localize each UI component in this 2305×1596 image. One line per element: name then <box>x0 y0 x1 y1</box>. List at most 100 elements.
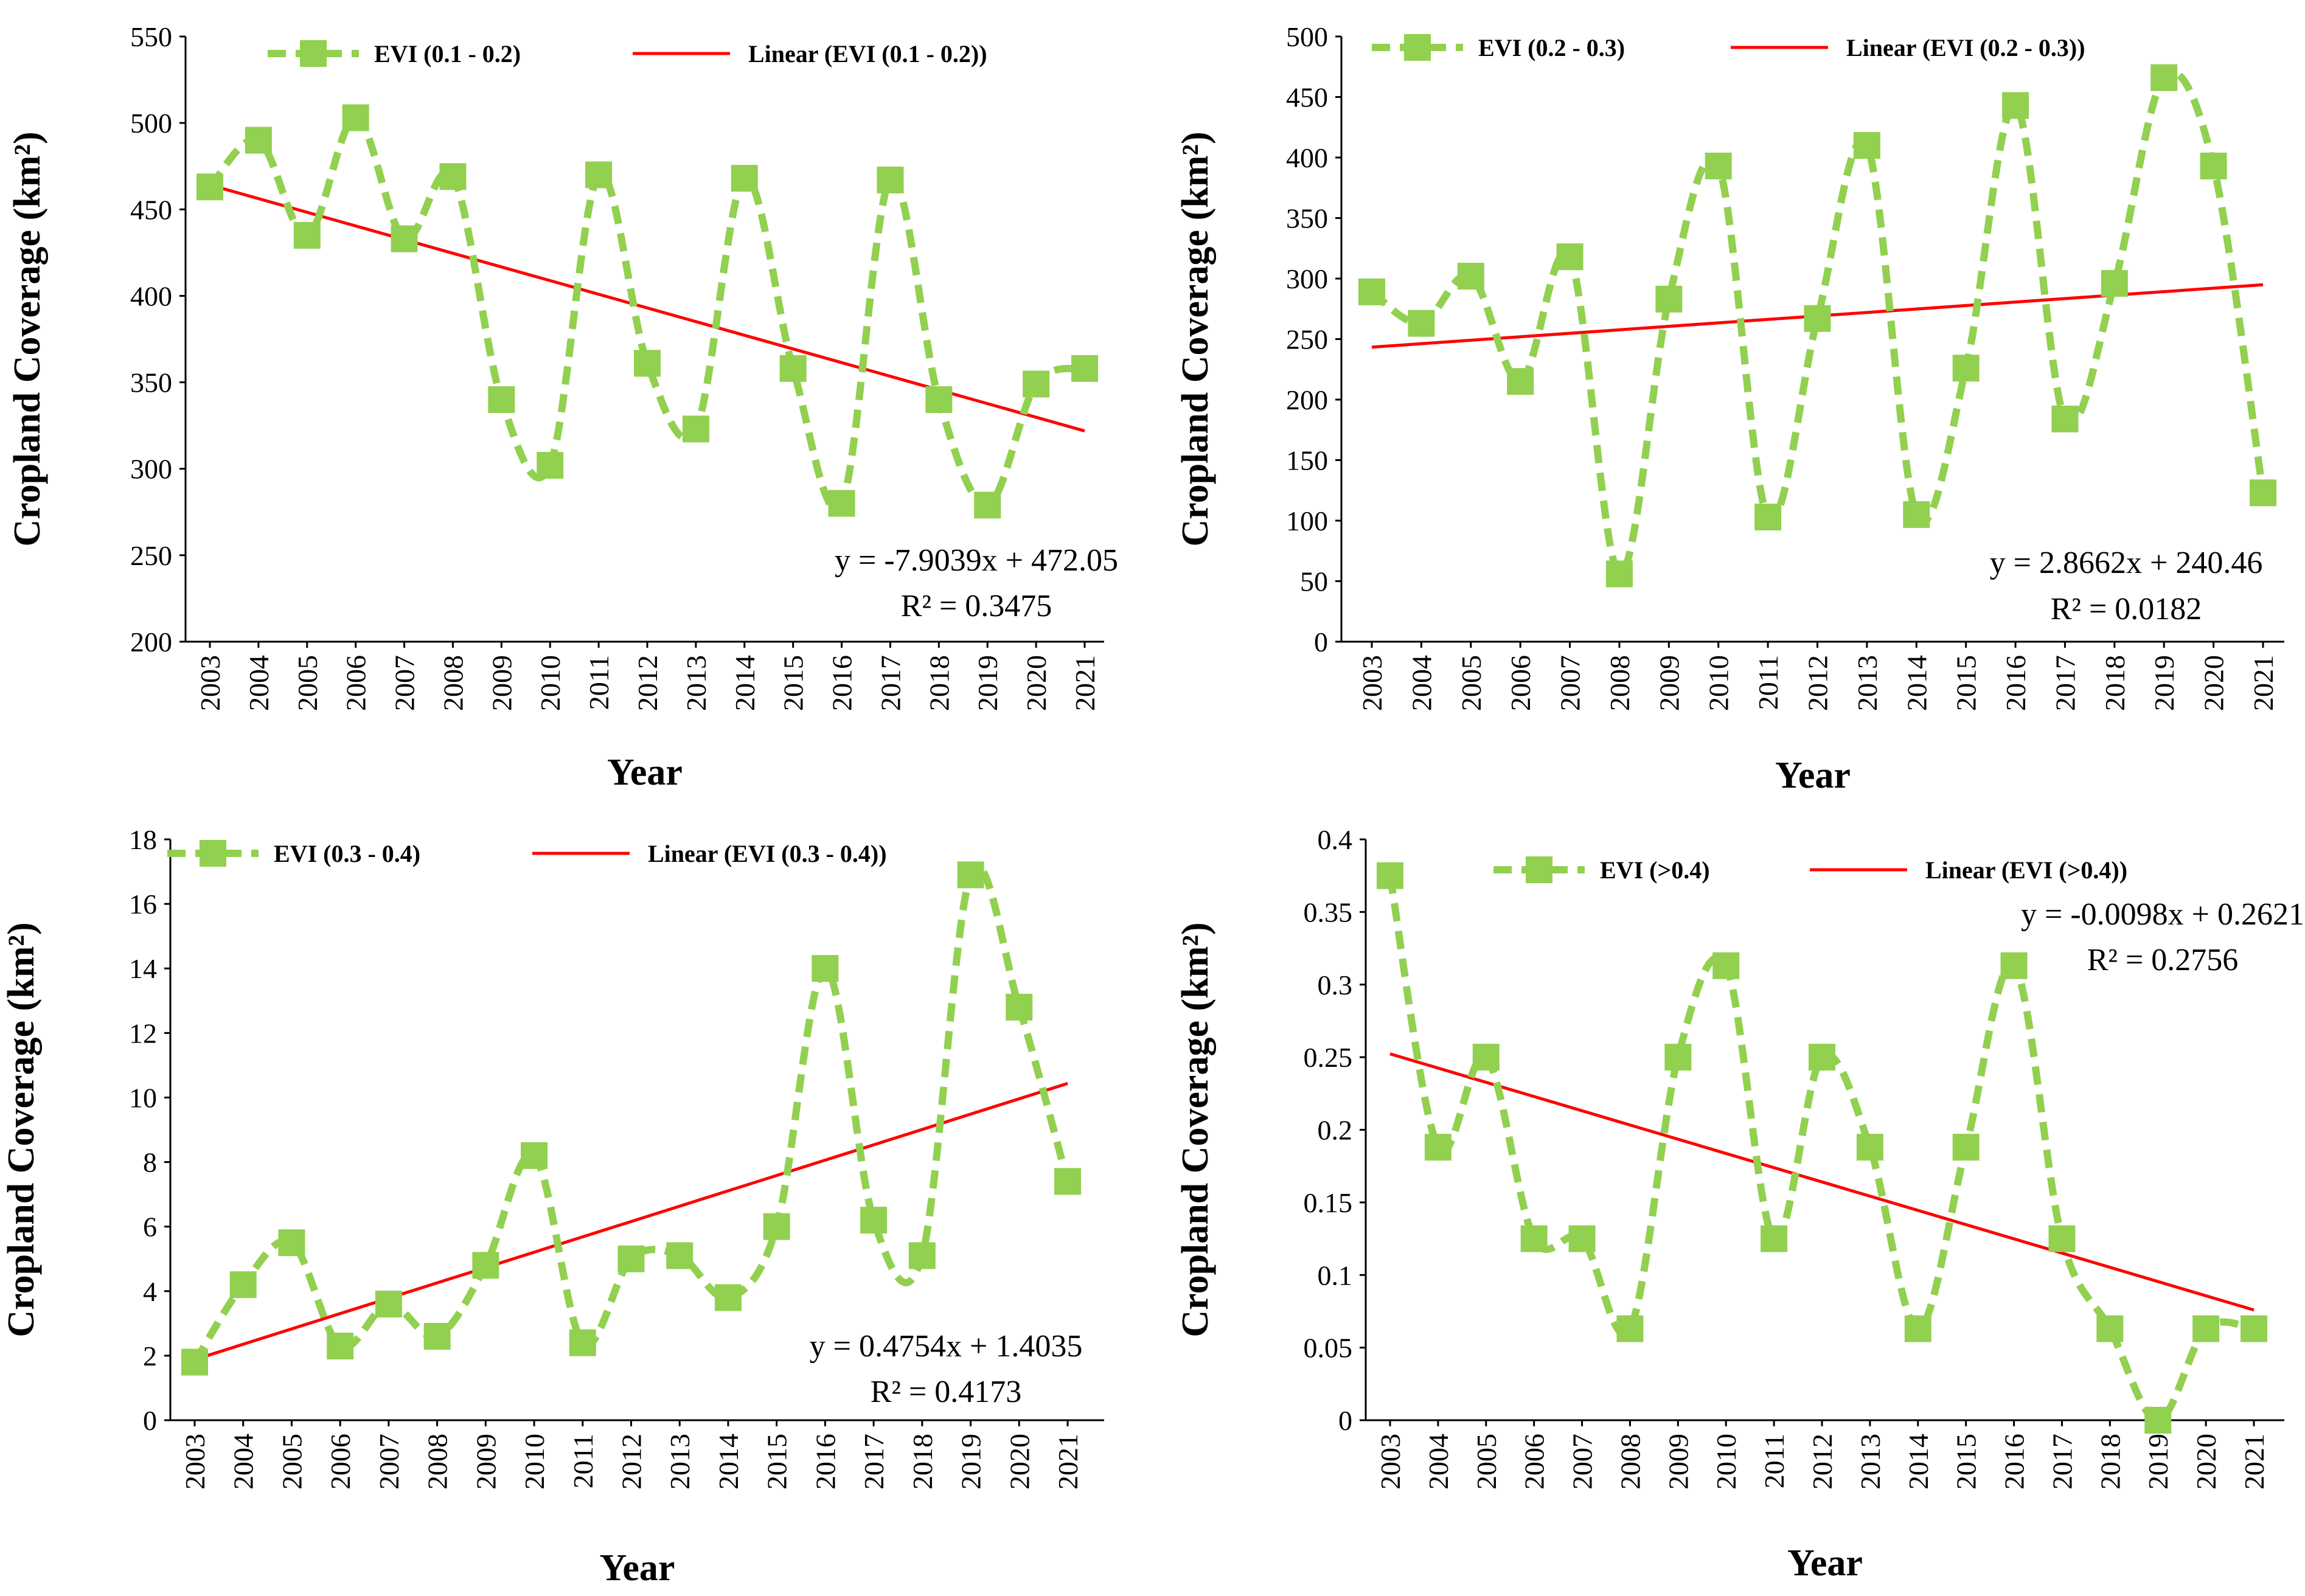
data-point-marker <box>245 127 272 154</box>
data-point-marker <box>1377 862 1403 889</box>
x-tick-label: 2003 <box>1375 1434 1406 1490</box>
y-axis-title: Cropland Coverage (km²) <box>7 131 48 546</box>
x-tick-label: 2016 <box>827 655 858 711</box>
x-tick-label: 2013 <box>664 1434 695 1490</box>
x-tick-label: 2009 <box>470 1434 501 1490</box>
data-point-marker <box>1952 355 1980 382</box>
data-point-marker <box>1071 355 1098 382</box>
data-point-marker <box>1408 310 1435 337</box>
x-tick-label: 2006 <box>341 655 372 711</box>
data-point-marker <box>877 166 904 193</box>
data-point-marker <box>1853 132 1880 159</box>
x-tick-label: 2012 <box>616 1434 647 1490</box>
y-tick-label: 10 <box>129 1082 157 1113</box>
x-tick-label: 2021 <box>1052 1434 1083 1490</box>
trend-r-squared: R² = 0.4173 <box>871 1375 1022 1409</box>
trendline <box>1389 1052 2255 1312</box>
legend-series-label: EVI (0.2 - 0.3) <box>1478 34 1625 61</box>
data-point-marker <box>974 491 1001 519</box>
x-tick-label: 2010 <box>519 1434 550 1490</box>
y-tick-label: 250 <box>1286 324 1328 355</box>
y-tick-label: 0 <box>143 1405 157 1436</box>
data-point-marker <box>1605 560 1633 588</box>
data-point-marker <box>1457 263 1484 290</box>
y-tick-label: 500 <box>130 108 172 139</box>
y-tick-label: 200 <box>1286 384 1328 415</box>
legend-series-marker <box>200 840 226 867</box>
trendline <box>194 1081 1068 1361</box>
data-point-marker <box>908 1242 936 1269</box>
x-tick-label: 2015 <box>762 1434 793 1490</box>
data-point-marker <box>423 1323 451 1350</box>
x-tick-label: 2021 <box>2248 655 2279 711</box>
data-point-marker <box>634 350 661 377</box>
data-point-marker <box>1006 993 1033 1021</box>
y-tick-label: 300 <box>1286 263 1328 294</box>
data-point-marker <box>1856 1134 1883 1161</box>
y-tick-label: 450 <box>130 194 172 225</box>
y-tick-label: 250 <box>130 540 172 571</box>
x-tick-label: 2009 <box>486 655 517 711</box>
trend-equation: y = -7.9039x + 472.05 <box>835 543 1118 578</box>
y-tick-label: 50 <box>1300 566 1328 597</box>
x-tick-label: 2011 <box>1753 655 1784 710</box>
data-point-marker <box>2250 479 2276 507</box>
x-tick-label: 2016 <box>2000 655 2031 711</box>
data-point-marker <box>2241 1315 2267 1342</box>
data-point-marker <box>196 173 223 201</box>
data-point-marker <box>1903 501 1930 529</box>
x-tick-label: 2005 <box>292 655 323 711</box>
data-point-marker <box>1712 952 1740 979</box>
chart-panel-4: 0 0.05 0.1 0.15 0.2 0.25 0.3 0.35 0.4 2003 2004 200… <box>1175 824 2304 1584</box>
data-point-marker <box>2096 1315 2124 1342</box>
data-point-marker <box>569 1329 596 1356</box>
series-line <box>191 862 1071 1364</box>
y-tick-label: 6 <box>143 1212 157 1243</box>
y-tick-label: 350 <box>1286 203 1328 234</box>
trend-r-squared: R² = 0.3475 <box>901 589 1052 623</box>
x-tick-label: 2004 <box>1423 1434 1454 1490</box>
chart-panel-3: 0 2 4 6 8 10 12 14 16 18 2003 2004 2005 2006 2007 2008 2… <box>1 824 1104 1589</box>
x-tick-label: 2003 <box>195 655 226 711</box>
y-tick-label: 8 <box>143 1147 157 1178</box>
y-tick-label: 0.4 <box>1318 824 1353 855</box>
y-tick-label: 0.05 <box>1304 1333 1353 1364</box>
data-point-marker <box>957 861 984 889</box>
data-point-marker <box>439 163 467 190</box>
y-tick-label: 150 <box>1286 445 1328 476</box>
x-tick-label: 2004 <box>243 655 274 711</box>
x-tick-label: 2011 <box>1759 1434 1790 1488</box>
x-tick-label: 2017 <box>2049 655 2081 711</box>
y-tick-label: 550 <box>130 21 172 52</box>
legend-series-marker <box>1526 856 1552 883</box>
data-point-marker <box>1023 370 1050 398</box>
data-point-marker <box>1904 1315 1931 1342</box>
y-axis-title: Cropland Coverage (km²) <box>1 922 42 1337</box>
x-tick-label: 2018 <box>923 655 954 711</box>
data-point-marker <box>1054 1168 1081 1195</box>
x-tick-label: 2013 <box>1852 655 1883 711</box>
x-tick-label: 2019 <box>956 1434 987 1490</box>
x-tick-label: 2015 <box>1951 1434 1982 1490</box>
x-tick-label: 2014 <box>1901 655 1932 711</box>
chart-panel-1: 200 250 300 350 400 450 500 550 2003 2004 2005 2006… <box>7 21 1118 793</box>
x-tick-label: 2019 <box>972 655 1003 711</box>
y-tick-label: 14 <box>129 953 157 984</box>
legend-series-label: EVI (0.3 - 0.4) <box>274 840 420 867</box>
data-point-marker <box>391 225 418 252</box>
y-tick-label: 100 <box>1286 505 1328 536</box>
x-tick-label: 2018 <box>2095 1434 2126 1490</box>
y-tick-label: 350 <box>130 367 172 398</box>
x-tick-label: 2018 <box>907 1434 938 1490</box>
y-tick-label: 0.2 <box>1318 1115 1353 1146</box>
x-tick-label: 2020 <box>2199 655 2230 711</box>
data-point-marker <box>2002 92 2029 119</box>
data-point-marker <box>779 355 807 382</box>
trend-equation: y = 0.4754x + 1.4035 <box>810 1329 1083 1364</box>
y-tick-label: 0.15 <box>1304 1187 1353 1218</box>
x-tick-label: 2007 <box>1555 655 1586 711</box>
x-tick-label: 2015 <box>778 655 809 711</box>
y-tick-label: 18 <box>129 824 157 855</box>
x-tick-label: 2020 <box>1004 1434 1035 1490</box>
